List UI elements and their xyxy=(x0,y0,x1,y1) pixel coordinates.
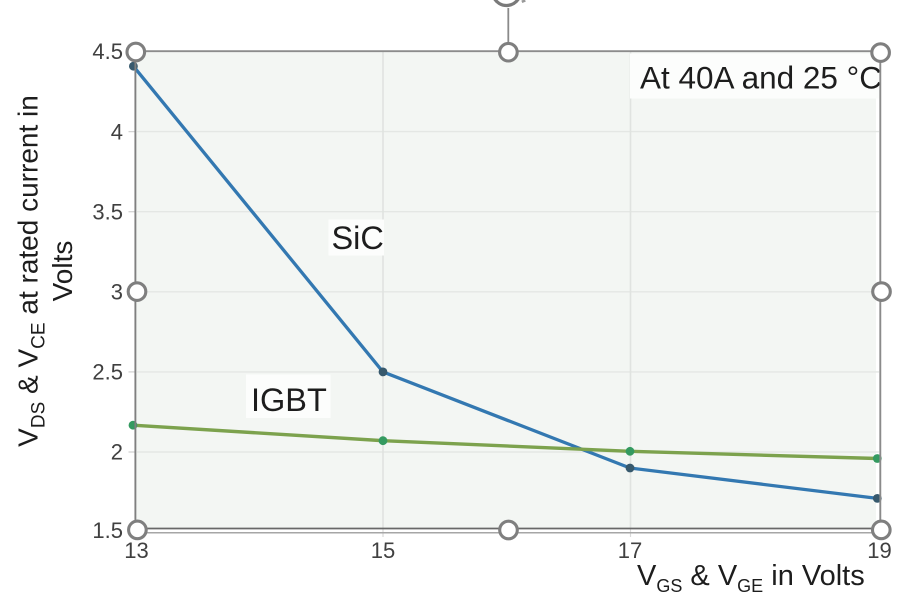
svg-text:IGBT: IGBT xyxy=(251,382,327,418)
svg-text:4.5: 4.5 xyxy=(92,39,123,64)
svg-text:VDS & VCE at rated current in: VDS & VCE at rated current in xyxy=(13,95,50,447)
svg-text:19: 19 xyxy=(867,538,891,563)
svg-text:4: 4 xyxy=(111,120,123,145)
svg-text:3.5: 3.5 xyxy=(92,200,123,225)
svg-text:2.5: 2.5 xyxy=(92,360,123,385)
svg-text:Volts: Volts xyxy=(47,241,78,302)
svg-text:17: 17 xyxy=(618,538,642,563)
svg-text:2: 2 xyxy=(111,440,123,465)
svg-text:15: 15 xyxy=(371,538,395,563)
svg-text:VGS & VGE in Volts: VGS & VGE in Volts xyxy=(637,560,865,596)
svg-text:13: 13 xyxy=(124,538,148,563)
svg-text:At 40A and 25 °C: At 40A and 25 °C xyxy=(640,60,882,96)
svg-text:3: 3 xyxy=(111,280,123,305)
svg-text:SiC: SiC xyxy=(332,220,384,256)
svg-text:1.5: 1.5 xyxy=(92,518,123,543)
